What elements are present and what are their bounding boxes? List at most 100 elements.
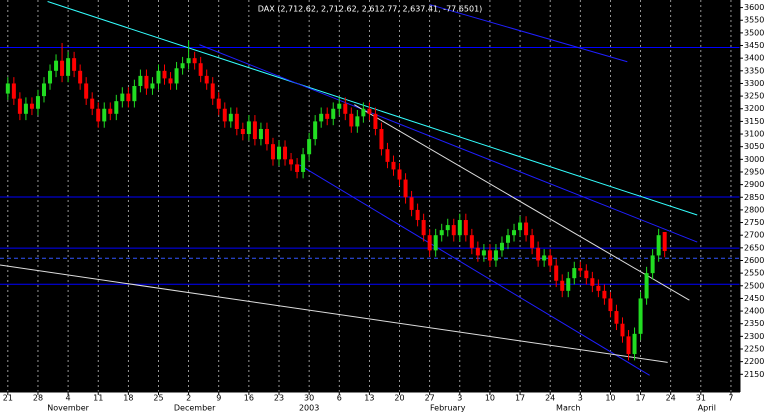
y-tick-label: 2150 — [744, 370, 764, 379]
y-tick-label: 2550 — [744, 269, 764, 278]
candle-body — [5, 83, 10, 94]
candle-body — [144, 75, 149, 89]
candle-body — [463, 220, 468, 236]
trend-line — [0, 264, 668, 363]
y-tick-label: 3200 — [744, 104, 764, 113]
candle-body — [132, 85, 137, 102]
y-tick-label: 2450 — [744, 294, 764, 303]
x-tick-label: 18 — [123, 394, 133, 403]
candle-body — [78, 70, 83, 84]
candle-body — [481, 250, 486, 256]
candle-body — [54, 60, 59, 71]
y-tick-label: 2350 — [744, 319, 764, 328]
candle-body — [493, 250, 498, 261]
candle-body — [548, 255, 553, 266]
candle-body — [620, 323, 625, 337]
y-tick-label: 2800 — [744, 205, 764, 214]
x-tick-label: 16 — [244, 394, 254, 403]
x-tick-label: 23 — [274, 394, 284, 403]
candle-body — [469, 235, 474, 248]
candle-body — [397, 169, 402, 180]
month-label: February — [430, 404, 466, 412]
y-tick-label: 2250 — [744, 345, 764, 354]
candle-body — [246, 121, 251, 135]
trend-line — [354, 104, 690, 301]
month-label: November — [47, 404, 89, 412]
candle-body — [325, 113, 330, 119]
y-tick-label: 2650 — [744, 243, 764, 252]
y-tick-label: 2300 — [744, 332, 764, 341]
candle-body — [385, 149, 390, 162]
candle-body — [301, 154, 306, 172]
x-tick-label: 10 — [605, 394, 615, 403]
x-tick-label: 13 — [364, 394, 374, 403]
candle-body — [542, 255, 547, 261]
candle-body — [638, 298, 643, 334]
y-tick-label: 2600 — [744, 256, 764, 265]
x-tick-label: 27 — [425, 394, 435, 403]
month-label: April — [698, 404, 716, 412]
candle-body — [228, 113, 233, 122]
candle-body — [554, 265, 559, 281]
candle-body — [608, 298, 613, 312]
candle-body — [96, 108, 101, 122]
candle-body — [367, 108, 372, 114]
y-tick-label: 3350 — [744, 66, 764, 75]
y-tick-label: 2200 — [744, 357, 764, 366]
candle-body — [222, 108, 227, 122]
candle-body — [60, 60, 65, 76]
x-tick-label: 28 — [33, 394, 43, 403]
candle-body — [560, 280, 565, 291]
x-tick-label: 20 — [394, 394, 404, 403]
candle-body — [644, 273, 649, 299]
candle-body — [331, 108, 336, 119]
candle-body — [162, 70, 167, 79]
candle-body — [584, 270, 589, 279]
candle-body — [656, 235, 661, 256]
candle-body — [289, 159, 294, 165]
chart-title: DAX (2,712.62, 2,712.62, 2,612.77, 2,637… — [258, 5, 483, 14]
candle-body — [536, 247, 541, 261]
candle-body — [373, 113, 378, 129]
candle-body — [590, 278, 595, 286]
candle-body — [433, 235, 438, 251]
candle-body — [337, 103, 342, 109]
candle-body — [264, 128, 269, 145]
x-tick-label: 24 — [545, 394, 555, 403]
candle-body — [662, 232, 667, 252]
y-tick-label: 3450 — [744, 41, 764, 50]
candle-body — [66, 58, 71, 76]
candle-body — [17, 98, 22, 114]
candle-body — [632, 333, 637, 355]
candle-body — [120, 93, 125, 102]
candle-body — [48, 70, 53, 84]
candle-body — [186, 58, 191, 64]
candle-body — [90, 98, 95, 109]
trend-line — [299, 164, 650, 376]
candle-body — [343, 103, 348, 114]
candle-body — [403, 179, 408, 198]
candle-body — [41, 83, 46, 97]
candle-body — [258, 128, 263, 140]
candle-body — [11, 83, 16, 99]
candle-body — [114, 101, 119, 114]
x-tick-label: 9 — [216, 394, 221, 403]
candle-body — [277, 146, 282, 160]
x-tick-label: 11 — [93, 394, 103, 403]
candle-body — [295, 164, 300, 172]
x-tick-label: 7 — [728, 394, 733, 403]
candle-body — [210, 83, 215, 99]
candle-body — [108, 108, 113, 114]
candle-body — [415, 209, 420, 221]
y-tick-label: 2950 — [744, 167, 764, 176]
candle-body — [270, 144, 275, 160]
candle-body — [240, 128, 245, 135]
x-tick-label: 25 — [153, 394, 163, 403]
candle-body — [126, 93, 131, 102]
x-tick-label: 10 — [485, 394, 495, 403]
candle-body — [391, 161, 396, 170]
y-tick-label: 3550 — [744, 16, 764, 25]
month-label: December — [174, 404, 216, 412]
y-tick-label: 2750 — [744, 218, 764, 227]
